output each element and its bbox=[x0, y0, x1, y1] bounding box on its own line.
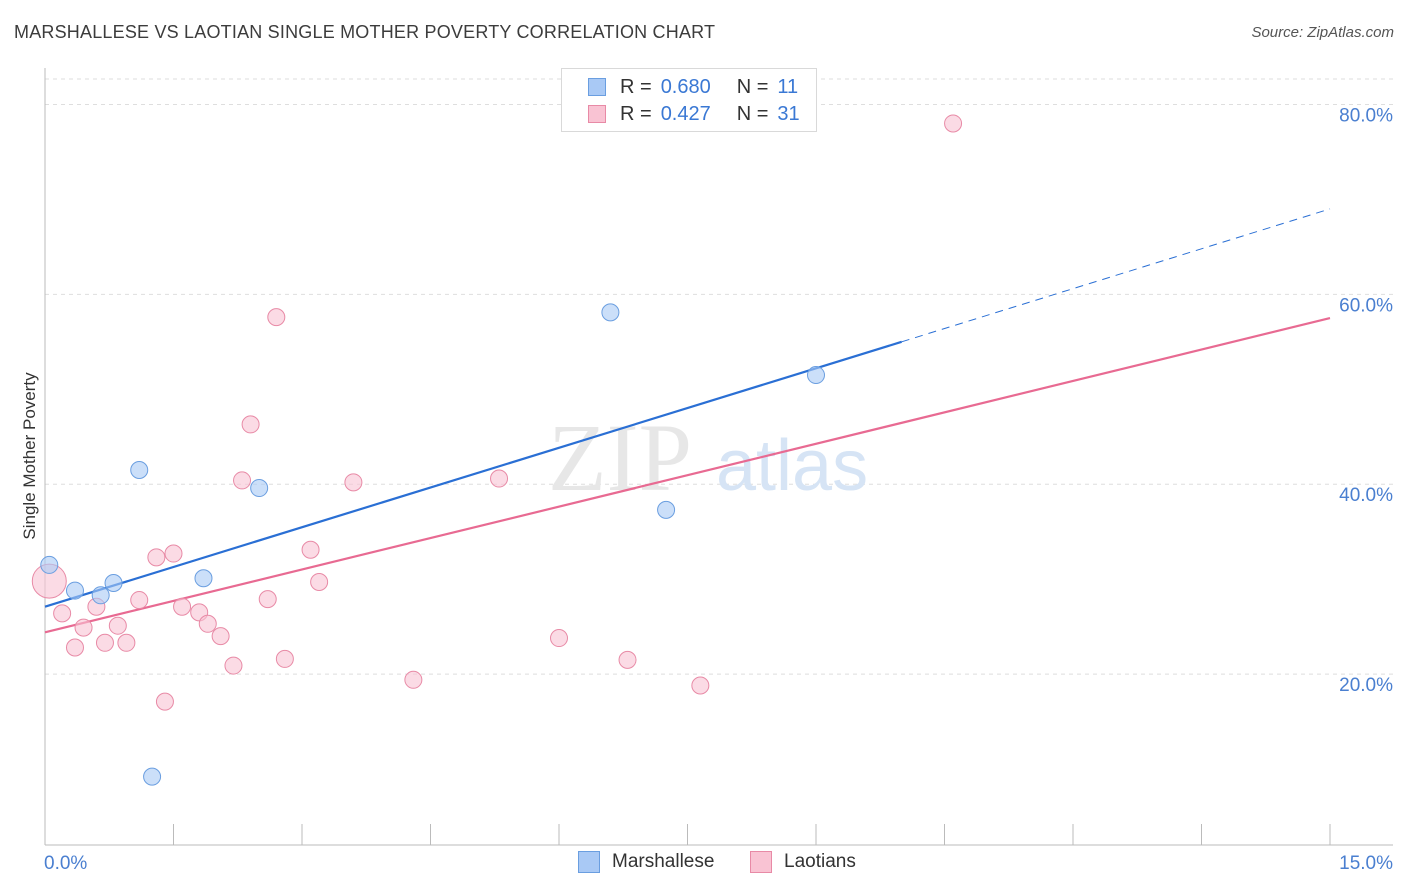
data-point-marshallese bbox=[130, 460, 149, 479]
trend-line-extension bbox=[901, 208, 1331, 343]
data-point-laotians bbox=[65, 638, 84, 657]
x-tick-label: 0.0% bbox=[44, 853, 87, 874]
data-point-laotians bbox=[74, 618, 93, 637]
data-point-marshallese bbox=[807, 366, 825, 385]
data-point-laotians bbox=[224, 656, 243, 675]
legend-n-value: 11 bbox=[777, 75, 799, 98]
legend-r-value: 0.680 bbox=[660, 75, 711, 98]
data-point-marshallese bbox=[143, 767, 162, 786]
data-point-laotians bbox=[130, 591, 149, 610]
data-point-laotians bbox=[618, 650, 637, 669]
chart-title: MARSHALLESE VS LAOTIAN SINGLE MOTHER POV… bbox=[14, 22, 716, 42]
legend-r-label: R = bbox=[620, 102, 652, 125]
legend-n-value: 31 bbox=[777, 102, 800, 125]
bottom-legend: Marshallese Laotians bbox=[0, 851, 1406, 877]
data-point-laotians bbox=[233, 471, 252, 490]
data-point-marshallese bbox=[194, 569, 213, 588]
grid-lines bbox=[45, 78, 1393, 675]
data-point-marshallese bbox=[104, 573, 123, 592]
y-tick-label: 20.0% bbox=[1339, 675, 1393, 696]
data-point-laotians bbox=[164, 544, 183, 563]
legend: R = 0.680 N = 11 R = 0.427 N = 31 bbox=[561, 68, 817, 132]
y-tick-label: 60.0% bbox=[1339, 295, 1393, 316]
data-point-marshallese bbox=[40, 555, 59, 574]
legend-swatch-marshallese bbox=[588, 78, 606, 96]
data-point-laotians bbox=[53, 604, 72, 623]
data-point-laotians bbox=[275, 649, 294, 668]
bottom-legend-swatch-laotians bbox=[750, 851, 772, 873]
y-tick-label: 40.0% bbox=[1339, 485, 1393, 506]
watermark-zip: ZIP bbox=[548, 404, 692, 511]
y-tick-label: 80.0% bbox=[1339, 105, 1393, 126]
axes bbox=[44, 68, 1393, 846]
data-point-laotians bbox=[310, 573, 329, 592]
data-point-laotians bbox=[173, 597, 192, 616]
y-axis-label: Single Mother Poverty bbox=[20, 372, 39, 540]
data-point-marshallese bbox=[657, 500, 676, 519]
trend-line-laotians bbox=[44, 317, 1331, 634]
trend-line-marshallese bbox=[44, 340, 902, 608]
tick-labels: 20.0% 40.0% 60.0% 80.0% 0.0% 15.0% bbox=[44, 105, 1393, 874]
data-point-laotians bbox=[155, 692, 174, 711]
data-point-laotians bbox=[691, 676, 710, 695]
data-point-laotians bbox=[117, 633, 136, 652]
data-points bbox=[31, 114, 963, 786]
bottom-legend-label: Marshallese bbox=[612, 851, 715, 872]
bottom-legend-laotians: Laotians bbox=[750, 851, 856, 873]
data-point-laotians bbox=[108, 616, 127, 635]
watermark: ZIP atlas bbox=[548, 404, 868, 511]
bottom-legend-marshallese: Marshallese bbox=[578, 851, 714, 873]
data-point-laotians bbox=[198, 614, 217, 633]
data-point-laotians bbox=[211, 627, 230, 646]
legend-n-label: N = bbox=[736, 102, 769, 125]
data-point-laotians bbox=[258, 590, 277, 609]
x-tick-label: 15.0% bbox=[1339, 853, 1393, 874]
data-point-laotians bbox=[241, 415, 260, 434]
data-point-marshallese bbox=[250, 479, 269, 498]
legend-row-laotians: R = 0.427 N = 31 bbox=[588, 101, 800, 127]
data-point-laotians bbox=[344, 473, 363, 492]
data-point-marshallese bbox=[601, 303, 620, 322]
data-point-laotians bbox=[490, 469, 509, 488]
data-point-laotians bbox=[944, 114, 963, 133]
legend-n-label: N = bbox=[736, 75, 769, 98]
data-point-marshallese bbox=[91, 586, 110, 605]
legend-row-marshallese: R = 0.680 N = 11 bbox=[588, 74, 798, 100]
legend-swatch-laotians bbox=[588, 105, 606, 123]
legend-r-value: 0.427 bbox=[660, 102, 711, 125]
data-point-laotians bbox=[550, 629, 568, 648]
watermark-atlas: atlas bbox=[716, 426, 868, 506]
bottom-legend-swatch-marshallese bbox=[578, 851, 600, 873]
source-label: Source: ZipAtlas.com bbox=[1251, 24, 1394, 41]
trend-lines bbox=[44, 208, 1331, 634]
data-point-laotians bbox=[301, 540, 320, 559]
bottom-legend-label: Laotians bbox=[784, 851, 856, 872]
data-point-laotians bbox=[404, 670, 423, 689]
data-point-laotians bbox=[147, 548, 166, 567]
data-point-laotians bbox=[267, 308, 286, 327]
legend-r-label: R = bbox=[620, 75, 652, 98]
data-point-laotians bbox=[95, 633, 114, 652]
data-point-marshallese bbox=[65, 581, 84, 600]
